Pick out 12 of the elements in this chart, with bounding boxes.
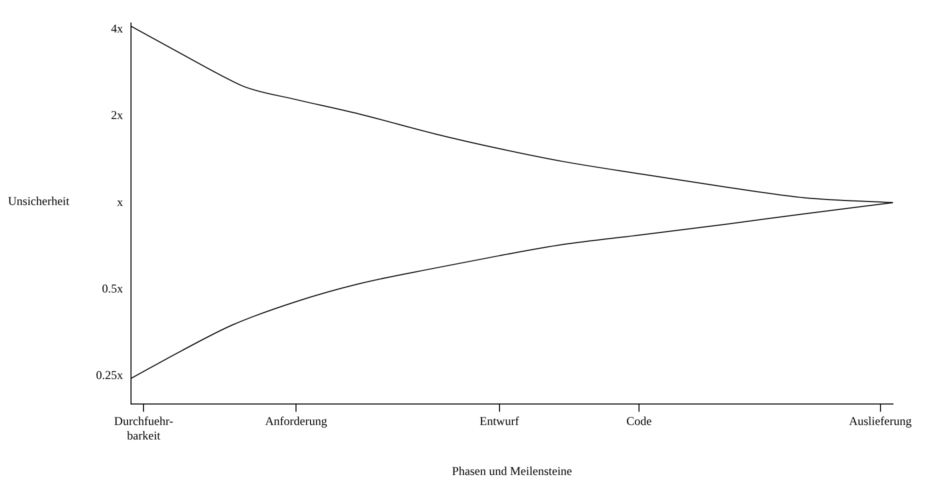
y-tick-label: x (117, 194, 123, 209)
x-tick-label: Durchfuehr- barkeit (114, 414, 174, 443)
x-axis-title: Phasen und Meilensteine (452, 464, 572, 478)
y-axis-title: Unsicherheit (8, 194, 70, 208)
x-tick-label: Auslieferung (848, 414, 912, 428)
y-tick-label: 0.25x (96, 368, 123, 382)
x-tick-label: Anforderung (265, 414, 328, 428)
x-tick-label: Code (626, 414, 652, 428)
y-tick-label: 0.5x (102, 281, 123, 296)
y-tick-label: 2x (111, 108, 123, 122)
x-tick-label: Entwurf (480, 414, 519, 428)
y-tick-label: 4x (111, 21, 123, 36)
